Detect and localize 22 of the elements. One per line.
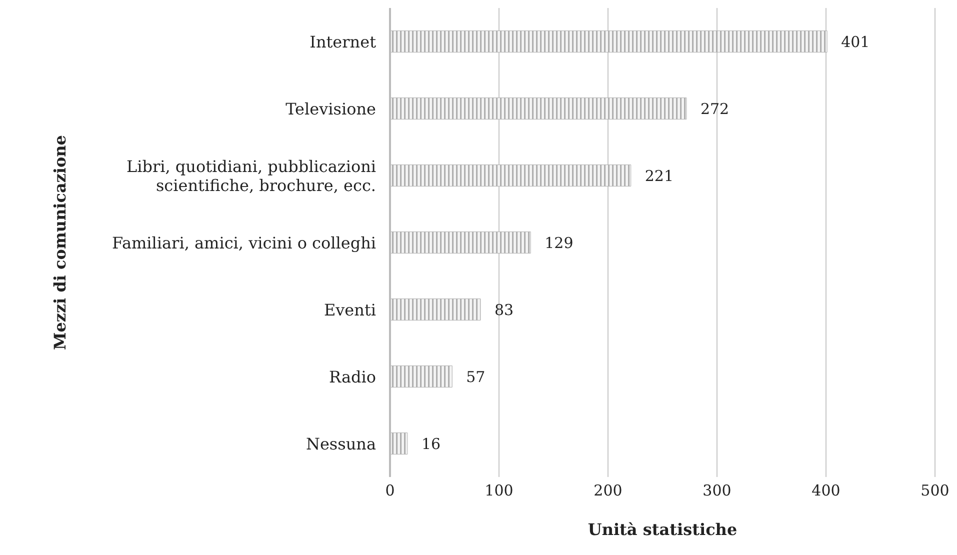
y-tick-label: Radio bbox=[329, 367, 376, 386]
y-axis-title: Mezzi di comunicazione bbox=[50, 135, 70, 350]
x-tick-label: 200 bbox=[594, 482, 622, 500]
data-label: 57 bbox=[466, 368, 486, 386]
y-tick-label: Televisione bbox=[286, 99, 376, 118]
y-tick-label: Libri, quotidiani, pubblicazioni scientifiche, brochure, ecc. bbox=[126, 156, 376, 194]
x-axis-title: Unità statistiche bbox=[588, 520, 738, 539]
data-label: 272 bbox=[700, 100, 730, 118]
x-tick-label: 0 bbox=[385, 482, 395, 500]
data-label: 401 bbox=[841, 32, 870, 51]
x-tick-label: 300 bbox=[702, 482, 732, 500]
y-tick-label: Familiari, amici, vicini o colleghi bbox=[112, 233, 376, 252]
data-label: 221 bbox=[644, 166, 674, 185]
x-tick-label: 100 bbox=[484, 482, 514, 500]
data-label: 83 bbox=[494, 300, 514, 319]
data-label: 16 bbox=[421, 434, 441, 453]
y-tick-label: Eventi bbox=[324, 300, 376, 319]
x-tick-label: 400 bbox=[812, 482, 840, 500]
y-tick-label: Nessuna bbox=[306, 434, 376, 453]
x-tick-label: 500 bbox=[920, 482, 950, 500]
data-label: 129 bbox=[544, 234, 574, 252]
y-tick-label: Internet bbox=[310, 32, 377, 51]
